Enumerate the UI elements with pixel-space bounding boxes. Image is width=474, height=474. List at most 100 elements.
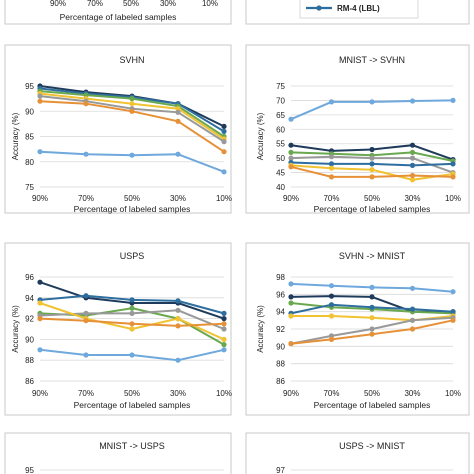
y-tick-label: 75 <box>25 183 34 192</box>
y-tick-label: 95 <box>25 82 34 91</box>
chart-title: MNIST -> USPS <box>99 441 165 451</box>
y-tick-label: 65 <box>276 111 285 120</box>
x-tick-label: 30% <box>404 389 420 398</box>
data-point <box>83 293 89 299</box>
data-point <box>129 326 135 332</box>
data-point <box>288 341 294 347</box>
y-tick-label: 88 <box>25 356 34 365</box>
data-point <box>288 142 294 148</box>
data-point <box>221 336 227 342</box>
data-point <box>369 315 375 321</box>
panel-frame <box>4 242 232 416</box>
panel-frame <box>4 44 232 214</box>
data-point <box>369 146 375 153</box>
x-tick-label: 10% <box>216 389 232 398</box>
data-point <box>288 294 294 300</box>
data-point <box>288 164 294 170</box>
data-point <box>37 149 43 155</box>
x-tick-label: 90% <box>283 194 299 203</box>
data-point <box>37 93 43 99</box>
data-point <box>369 294 375 300</box>
y-tick-label: 90 <box>276 342 285 351</box>
x-tick-label: 70% <box>78 194 94 203</box>
top-x-tick-label: 70% <box>87 0 103 8</box>
panel-frame-top-left <box>4 0 232 25</box>
y-tick-label: 92 <box>276 325 285 334</box>
series <box>288 159 456 168</box>
data-point <box>409 317 416 323</box>
data-point <box>83 352 89 358</box>
x-tick-label: 50% <box>124 194 140 203</box>
y-tick-label: 95 <box>25 466 34 474</box>
y-tick-label: 60 <box>276 125 285 134</box>
data-point <box>288 281 294 287</box>
top-x-axis-label: Percentage of labeled samples <box>60 12 177 22</box>
panel-frame <box>245 242 470 416</box>
data-point <box>328 99 335 105</box>
data-point <box>37 98 43 104</box>
data-point <box>37 279 43 285</box>
x-tick-label: 30% <box>404 194 420 203</box>
data-point <box>175 316 181 322</box>
data-point <box>175 298 181 304</box>
data-point <box>328 165 335 171</box>
data-point <box>288 313 294 319</box>
data-point <box>221 342 227 348</box>
data-point <box>328 336 335 342</box>
x-tick-label: 10% <box>216 194 232 203</box>
series <box>37 347 227 363</box>
chart-panel: USPS 86 88 90 92 94 96 90% 70% 50% 30% 10% Percentag… <box>4 242 232 416</box>
y-tick-label: 45 <box>276 169 285 178</box>
chart-title: MNIST -> SVHN <box>339 55 405 65</box>
data-point <box>37 347 43 353</box>
data-point <box>175 323 181 329</box>
data-point <box>369 284 375 290</box>
legend-marker-rm4 <box>316 5 322 11</box>
data-point <box>129 321 135 327</box>
y-tick-label: 90 <box>25 335 34 344</box>
data-point <box>83 318 89 324</box>
panel-frame-top-right <box>245 0 470 25</box>
y-tick-label: 70 <box>276 96 285 105</box>
series <box>288 97 456 122</box>
panel-frame <box>245 44 470 214</box>
legend-box <box>299 0 419 19</box>
x-tick-label: 30% <box>170 194 186 203</box>
data-point <box>129 310 135 316</box>
data-point <box>369 167 375 173</box>
data-point <box>328 283 335 289</box>
y-tick-label: 40 <box>276 183 285 192</box>
data-point <box>175 357 181 363</box>
top-x-tick-label: 10% <box>202 0 218 8</box>
x-tick-label: 90% <box>32 389 48 398</box>
x-tick-label: 10% <box>445 389 461 398</box>
series <box>37 98 227 155</box>
x-tick-label: 70% <box>323 389 339 398</box>
y-axis-label: Accuracy (%) <box>256 305 265 353</box>
chart-panel: MNIST -> SVHN 40 45 50 55 60 65 70 75 90% 70% 50% 30… <box>245 44 470 214</box>
y-tick-label: 94 <box>25 294 34 303</box>
y-tick-label: 90 <box>25 107 34 116</box>
y-tick-label: 55 <box>276 140 285 149</box>
top-x-tick-label: 90% <box>50 0 66 8</box>
x-tick-label: 90% <box>32 194 48 203</box>
data-point <box>369 304 375 310</box>
top-x-tick-label: 30% <box>160 0 176 8</box>
series <box>37 316 227 329</box>
x-tick-label: 70% <box>78 389 94 398</box>
data-point <box>37 316 43 322</box>
data-point <box>221 310 227 316</box>
top-x-ticks: 90% 70% 50% 30% 10% <box>50 0 218 8</box>
data-point <box>288 300 294 306</box>
data-point <box>129 152 135 158</box>
chart-title: USPS <box>120 251 145 261</box>
y-axis-label: Accuracy (%) <box>11 112 20 160</box>
data-point <box>129 96 135 102</box>
data-point <box>83 101 89 107</box>
data-point <box>221 316 227 322</box>
data-point <box>409 155 416 161</box>
x-axis-label: Percentage of labeled samples <box>74 204 191 214</box>
panel-frame <box>4 432 232 474</box>
y-tick-label: 97 <box>276 466 285 474</box>
data-point <box>369 99 375 105</box>
